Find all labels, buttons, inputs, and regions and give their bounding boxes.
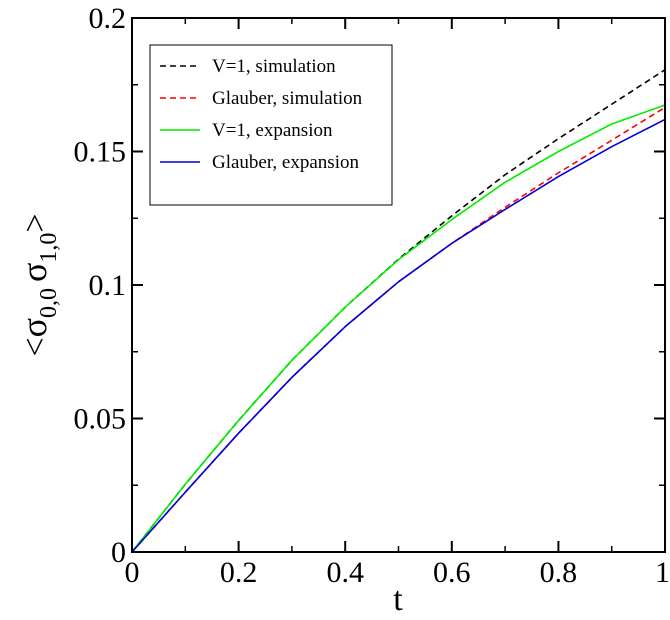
x-tick-label-1: 0.2 xyxy=(220,556,258,589)
legend-label-0: V=1, simulation xyxy=(212,56,336,77)
x-axis-title: t xyxy=(393,581,403,618)
y-tick-label-3: 0.15 xyxy=(74,136,127,169)
legend: V=1, simulation Glauber, simulation V=1,… xyxy=(149,44,393,206)
series-line-3 xyxy=(131,118,666,553)
y-tick-label-0: 0 xyxy=(111,536,126,569)
y-axis-title-sigma-2: σ xyxy=(14,263,54,282)
y-axis-title-sub-1: 0,0 xyxy=(36,288,62,318)
axis-ticks xyxy=(131,17,666,553)
legend-label-1: Glauber, simulation xyxy=(212,88,363,109)
series-layer xyxy=(131,69,666,553)
y-axis-title-sub-2: 1,0 xyxy=(36,233,62,263)
x-tick-label-0: 0 xyxy=(125,556,140,589)
y-axis-title-sigma-1: σ xyxy=(14,318,54,337)
y-tick-label-2: 0.1 xyxy=(89,269,127,302)
y-axis-title-open: < xyxy=(17,337,54,356)
legend-box xyxy=(149,44,393,206)
x-tick-label-2: 0.4 xyxy=(326,556,364,589)
x-tick-label-5: 1 xyxy=(655,556,670,589)
legend-label-3: Glauber, expansion xyxy=(212,152,359,173)
series-line-2 xyxy=(131,104,666,553)
x-tick-label-3: 0.6 xyxy=(433,556,471,589)
y-axis-title-close: > xyxy=(17,213,54,232)
x-tick-label-4: 0.8 xyxy=(540,556,578,589)
y-axis-title: <σ0,0σ1,0> xyxy=(14,213,62,356)
tick-labels: 0 0.2 0.4 0.6 0.8 1 0 0.05 0.1 0.15 0.2 xyxy=(74,2,670,589)
y-tick-label-1: 0.05 xyxy=(74,403,127,436)
legend-label-2: V=1, expansion xyxy=(212,120,333,141)
y-tick-label-4: 0.2 xyxy=(89,2,127,35)
